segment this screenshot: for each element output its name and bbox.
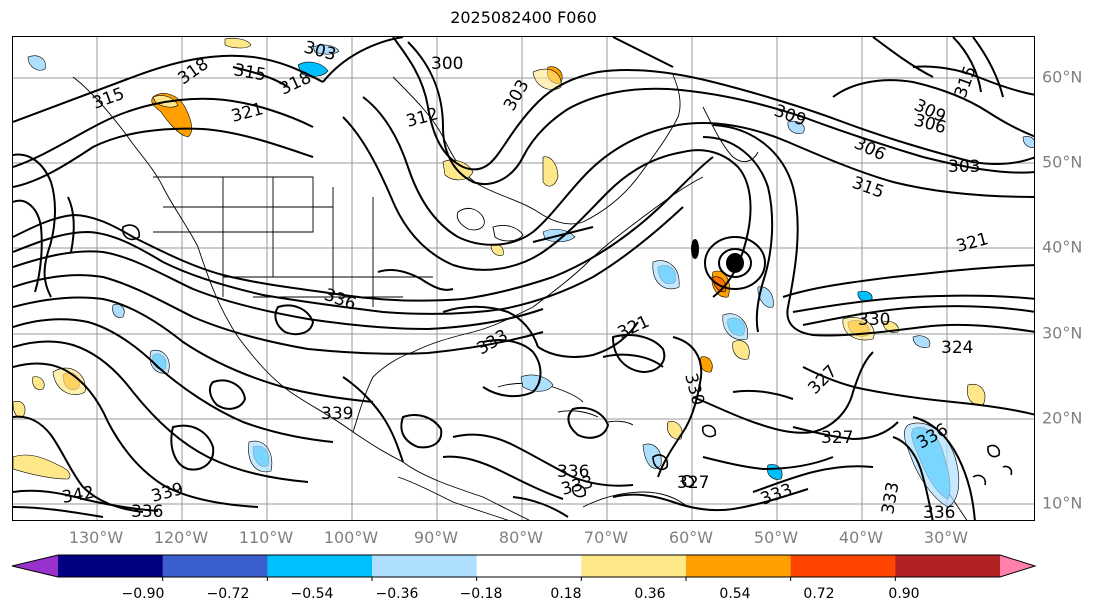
colorbar-tick-label: −0.72: [206, 586, 250, 602]
contour-label: 318: [174, 54, 212, 89]
colorbar-tick-label: 0.18: [550, 586, 582, 602]
map-panel: 303 300 315 318 315 318 321 312 303 309 …: [12, 36, 1035, 521]
shaded-fields: [13, 37, 1034, 508]
latitude-label: 40°N: [1042, 237, 1083, 257]
latitude-label: 10°N: [1042, 493, 1083, 513]
contour-label: 330: [858, 310, 890, 330]
colorbar-tick-label: −0.90: [121, 586, 165, 602]
map-title: 2025082400 F060: [450, 8, 597, 27]
graticule: [13, 37, 1034, 520]
colorbar-tick-label: −0.36: [375, 586, 419, 602]
latitude-label: 20°N: [1042, 408, 1083, 428]
contour-label: 336: [557, 462, 589, 482]
contour-label: 336: [321, 285, 358, 315]
contour-label: 321: [229, 99, 266, 127]
longitude-label: 90°W: [413, 528, 459, 547]
longitude-label: 110°W: [238, 528, 294, 547]
longitude-label: 120°W: [153, 528, 209, 547]
map-canvas: 303 300 315 318 315 318 321 312 303 309 …: [13, 37, 1034, 521]
colorbar-tick-label: 0.36: [634, 586, 666, 602]
longitude-label: 100°W: [323, 528, 379, 547]
contour-label: 327: [821, 428, 853, 448]
contour-label: 339: [321, 404, 353, 424]
contour-label: 303: [500, 76, 534, 114]
contour-label: 336: [131, 502, 163, 521]
contour-label: 303: [948, 157, 980, 177]
colorbar-extend-low: [12, 555, 58, 577]
contour-label: 321: [954, 229, 991, 257]
colorbar-tick-label: 0.72: [803, 586, 835, 602]
contour-label: 339: [149, 479, 186, 507]
colorbar-segment: [790, 555, 896, 577]
latitude-label: 30°N: [1042, 323, 1083, 343]
longitude-label: 50°W: [753, 528, 799, 547]
contour-label: 324: [941, 338, 973, 358]
colorbar-tick-label: 0.90: [888, 586, 920, 602]
contour-label: 315: [951, 63, 981, 100]
longitude-label: 130°W: [68, 528, 124, 547]
longitude-label: 70°W: [583, 528, 629, 547]
contour-label: 312: [404, 104, 441, 132]
colorbar-segment: [162, 555, 268, 577]
colorbar-tick-label: 0.54: [719, 586, 751, 602]
colorbar-segment: [267, 555, 373, 577]
colorbar-segment: [581, 555, 687, 577]
latitude-label: 60°N: [1042, 67, 1083, 87]
contour-label: 336: [923, 503, 955, 521]
contour-label: 306: [851, 133, 889, 165]
contour-label: 303: [302, 38, 339, 66]
contour-label: 327: [677, 473, 709, 493]
colorbar-segment: [476, 555, 582, 577]
latitude-label: 50°N: [1042, 152, 1083, 172]
contour-label: 300: [431, 54, 463, 74]
colorbar-segment: [58, 555, 164, 577]
height-contours: [13, 37, 1034, 520]
contour-label: 315: [232, 60, 267, 85]
small-contours: [121, 224, 1013, 498]
colorbar-segment: [686, 555, 792, 577]
colorbar-segment: [372, 555, 478, 577]
contour-label: 333: [474, 326, 512, 360]
colorbar-segments: [12, 555, 1035, 577]
contour-label: 330: [680, 371, 708, 408]
longitude-label: 60°W: [668, 528, 714, 547]
longitude-label: 40°W: [838, 528, 884, 547]
contour-label: 333: [878, 480, 903, 515]
contour-label: 333: [758, 480, 795, 510]
colorbar-extend-high: [1000, 555, 1035, 577]
cutoff-low: [691, 236, 766, 290]
contour-labels: 303 300 315 318 315 318 321 312 303 309 …: [60, 38, 991, 521]
contour-label: 327: [804, 361, 841, 398]
longitude-label: 80°W: [498, 528, 544, 547]
colorbar-tick-label: −0.54: [290, 586, 334, 602]
longitude-label: 30°W: [923, 528, 969, 547]
coastlines: [72, 74, 968, 520]
colorbar-segment: [895, 555, 1001, 577]
contour-label: 315: [90, 84, 127, 114]
colorbar-tick-label: −0.18: [459, 586, 503, 602]
